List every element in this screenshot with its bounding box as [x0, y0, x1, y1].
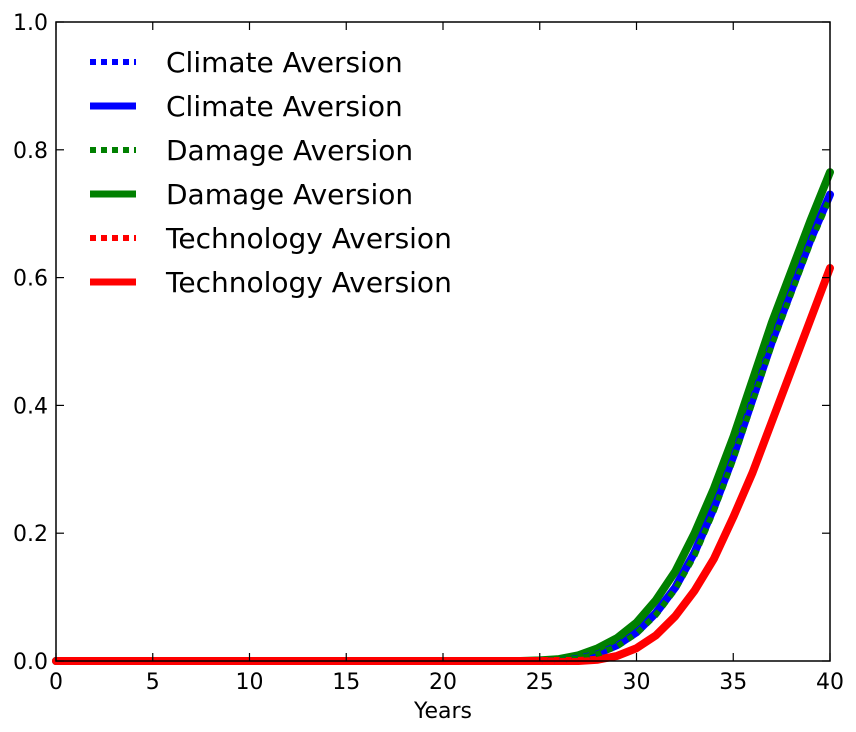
- x-tick-label-4: 20: [429, 670, 457, 695]
- legend-label-4: Technology Aversion: [165, 222, 452, 255]
- legend-label-3: Damage Aversion: [166, 178, 413, 211]
- legend-label-1: Climate Aversion: [166, 90, 403, 123]
- y-tick-label-3: 0.6: [13, 267, 48, 292]
- legend: Climate Aversion Climate Aversion Damage A…: [90, 46, 452, 299]
- legend-label-0: Climate Aversion: [166, 46, 403, 79]
- x-tick-label-1: 5: [146, 670, 160, 695]
- x-tick-label-5: 25: [526, 670, 554, 695]
- x-tick-label-6: 30: [623, 670, 651, 695]
- x-tick-label-7: 35: [719, 670, 747, 695]
- y-tick-label-0: 0.0: [13, 650, 48, 675]
- y-tick-label-1: 0.2: [13, 522, 48, 547]
- x-tick-label-0: 0: [49, 670, 63, 695]
- y-tick-label-2: 0.4: [13, 394, 48, 419]
- legend-label-2: Damage Aversion: [166, 134, 413, 167]
- y-tick-label-5: 1.0: [13, 11, 48, 36]
- ticks-layer: 0 5 10 15 20 25 30 35 40 0.0 0.2 0.4 0.6 0.8 1.0: [13, 11, 844, 695]
- x-tick-label-3: 15: [332, 670, 360, 695]
- x-tick-label-8: 40: [816, 670, 844, 695]
- x-tick-label-2: 10: [236, 670, 264, 695]
- y-tick-label-4: 0.8: [13, 139, 48, 164]
- legend-label-5: Technology Aversion: [165, 266, 452, 299]
- x-axis-label: Years: [413, 699, 472, 724]
